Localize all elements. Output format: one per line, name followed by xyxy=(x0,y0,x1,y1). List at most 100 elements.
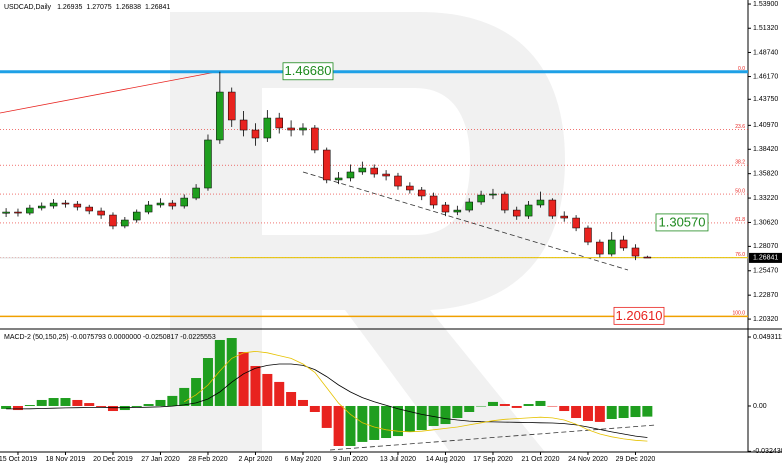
header-close: 1.26841 xyxy=(145,4,170,11)
candle-body xyxy=(512,209,521,217)
candle-body xyxy=(643,256,652,259)
candle-body xyxy=(536,199,545,206)
candle-body xyxy=(216,91,224,141)
histogram-bar xyxy=(191,378,202,406)
histogram-bar xyxy=(452,405,463,419)
x-tick-label: 15 Oct 2019 xyxy=(0,456,37,463)
candle-body xyxy=(334,177,343,181)
x-tick-label: 20 Dec 2019 xyxy=(93,456,133,463)
x-tick-label: 13 Jul 2020 xyxy=(380,456,416,463)
candle-body xyxy=(631,247,640,257)
candle-body xyxy=(287,127,295,131)
x-tick-label: 9 Jun 2020 xyxy=(333,456,368,463)
histogram-bar xyxy=(404,405,415,432)
x-tick-label: 2 Apr 2020 xyxy=(239,456,273,463)
candle-body xyxy=(382,173,390,177)
histogram-bar xyxy=(262,373,273,406)
y-tick-label: 0.00 xyxy=(753,403,767,410)
histogram-bar xyxy=(642,405,653,417)
x-tick-label: 17 Sep 2020 xyxy=(473,456,513,463)
x-tick-label: 24 Nov 2020 xyxy=(568,456,608,463)
trend-line xyxy=(302,171,629,271)
x-tick-label: 28 Feb 2020 xyxy=(188,456,227,463)
histogram-bar xyxy=(630,405,641,418)
chart-header: USDCAD,Daily 1.26935 1.27075 1.26838 1.26841 xyxy=(4,4,170,11)
y-tick-label: 1.53900 xyxy=(753,1,778,8)
histogram-bar xyxy=(72,399,83,406)
histogram-bar xyxy=(167,395,178,406)
histogram-bar xyxy=(618,405,629,419)
histogram-bar xyxy=(131,405,142,407)
trend-line xyxy=(0,71,217,114)
candle-body xyxy=(524,204,533,217)
macd-line xyxy=(6,363,648,438)
fib-label: 100.0 xyxy=(732,311,745,317)
fib-label: 23.6 xyxy=(735,124,745,130)
candle-body xyxy=(227,91,236,121)
y-tick-label: 1.38420 xyxy=(753,146,778,153)
y-tick-label: -0.032430 xyxy=(753,448,782,455)
y-tick-label: 0.0493111 xyxy=(753,334,782,341)
histogram-bar xyxy=(84,403,95,406)
histogram-bar xyxy=(559,405,570,412)
histogram-bar xyxy=(143,404,154,406)
candle-body xyxy=(417,189,426,197)
histogram-bar xyxy=(594,405,605,422)
histogram-bar xyxy=(36,399,47,406)
watermark-bowl xyxy=(262,12,565,452)
y-tick-label: 1.35820 xyxy=(753,171,778,178)
y-tick-label: 1.48740 xyxy=(753,49,778,56)
histogram-bar xyxy=(309,405,320,412)
candle-body xyxy=(370,167,378,175)
histogram-bar xyxy=(1,405,12,409)
y-tick-label: 1.40970 xyxy=(753,122,778,129)
candle-body xyxy=(429,195,438,206)
candle-body xyxy=(489,193,497,196)
histogram-bar xyxy=(464,405,475,412)
candle-body xyxy=(607,239,616,255)
x-tick-label: 6 May 2020 xyxy=(285,456,322,463)
histogram-bar xyxy=(274,381,285,406)
candle-body xyxy=(322,149,331,181)
fib-label: 76.0 xyxy=(735,252,745,258)
histogram-bar xyxy=(179,387,190,406)
histogram-bar xyxy=(24,405,35,406)
histogram-bar xyxy=(547,405,558,407)
y-tick-label: 1.33220 xyxy=(753,195,778,202)
price-label-box xyxy=(655,213,709,232)
y-tick-label: 1.51320 xyxy=(753,25,778,32)
candle-body xyxy=(168,202,177,207)
y-tick-label: 1.28070 xyxy=(753,243,778,250)
candle-body xyxy=(299,127,307,131)
candle-body xyxy=(37,205,46,209)
histogram-bar xyxy=(107,405,118,412)
histogram-bar xyxy=(369,405,380,440)
candle-body xyxy=(453,209,462,213)
candle-body xyxy=(204,139,212,189)
candle-body xyxy=(346,171,355,179)
histogram-bar xyxy=(214,339,225,406)
histogram-bar xyxy=(345,405,356,446)
histogram-bar xyxy=(487,401,498,406)
candle-body xyxy=(156,202,165,206)
histogram-bar xyxy=(392,405,403,437)
candle-body xyxy=(49,202,58,207)
histogram-bar xyxy=(606,405,617,419)
candle-body xyxy=(596,241,604,255)
x-tick-label: 14 Aug 2020 xyxy=(426,456,465,463)
candle-body xyxy=(572,217,580,229)
current-price-label: 1.26841 xyxy=(753,255,778,262)
histogram-bar xyxy=(286,392,297,406)
y-tick-label: 1.25470 xyxy=(753,268,778,275)
price-label-box xyxy=(613,306,665,325)
candle-body xyxy=(465,201,473,211)
candle-body xyxy=(406,185,414,191)
histogram-bar xyxy=(96,405,107,407)
candle-body xyxy=(501,193,509,211)
price-label: 1.46680 xyxy=(285,63,332,78)
x-tick-label: 21 Oct 2020 xyxy=(521,456,559,463)
candle-body xyxy=(97,210,105,216)
histogram-bar xyxy=(238,352,249,406)
header-open: 1.26935 xyxy=(57,4,82,11)
